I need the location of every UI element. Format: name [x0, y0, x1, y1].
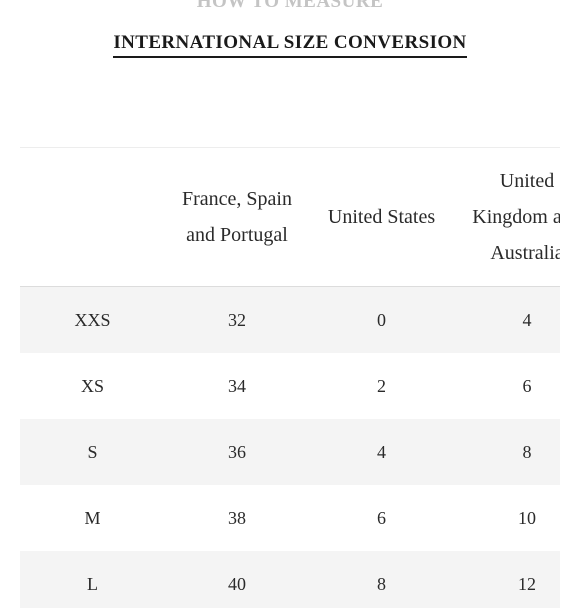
header-line: and Portugal: [186, 224, 288, 246]
header-uk-australia: United Kingdom and Australia: [454, 148, 560, 287]
cell-uk: 6: [454, 353, 560, 419]
cell-us: 8: [309, 551, 454, 608]
table-row: XXS 32 0 4: [20, 286, 560, 353]
cell-us: 0: [309, 286, 454, 353]
table-header-row: France, Spain and Portugal United States…: [20, 148, 560, 287]
table-row: M 38 6 10: [20, 485, 560, 551]
cell-france: 40: [165, 551, 309, 608]
header-line: France, Spain: [182, 188, 292, 210]
header-size: [20, 148, 165, 287]
cell-france: 36: [165, 419, 309, 485]
size-conversion-table-container[interactable]: France, Spain and Portugal United States…: [20, 147, 560, 608]
cell-size: L: [20, 551, 165, 608]
header-united-states: United States: [309, 148, 454, 287]
table-row: L 40 8 12: [20, 551, 560, 608]
header-line: Kingdom and: [472, 206, 560, 228]
cell-size: M: [20, 485, 165, 551]
cell-us: 4: [309, 419, 454, 485]
cell-size: XS: [20, 353, 165, 419]
tab-size-conversion-container: INTERNATIONAL SIZE CONVERSION: [0, 32, 580, 58]
cell-france: 38: [165, 485, 309, 551]
cell-uk: 4: [454, 286, 560, 353]
table-row: S 36 4 8: [20, 419, 560, 485]
header-line: United: [499, 170, 555, 192]
header-line: Australia: [490, 242, 560, 264]
cell-france: 32: [165, 286, 309, 353]
cell-us: 2: [309, 353, 454, 419]
header-line: United States: [327, 206, 436, 228]
cell-us: 6: [309, 485, 454, 551]
cell-uk: 12: [454, 551, 560, 608]
size-conversion-table: France, Spain and Portugal United States…: [20, 148, 560, 608]
cell-size: S: [20, 419, 165, 485]
cell-uk: 8: [454, 419, 560, 485]
cell-size: XXS: [20, 286, 165, 353]
cell-france: 34: [165, 353, 309, 419]
tab-international-size-conversion[interactable]: INTERNATIONAL SIZE CONVERSION: [113, 32, 467, 58]
tab-how-to-measure[interactable]: HOW TO MEASURE: [196, 0, 384, 12]
table-row: XS 34 2 6: [20, 353, 560, 419]
header-france-spain-portugal: France, Spain and Portugal: [165, 148, 309, 287]
cell-uk: 10: [454, 485, 560, 551]
